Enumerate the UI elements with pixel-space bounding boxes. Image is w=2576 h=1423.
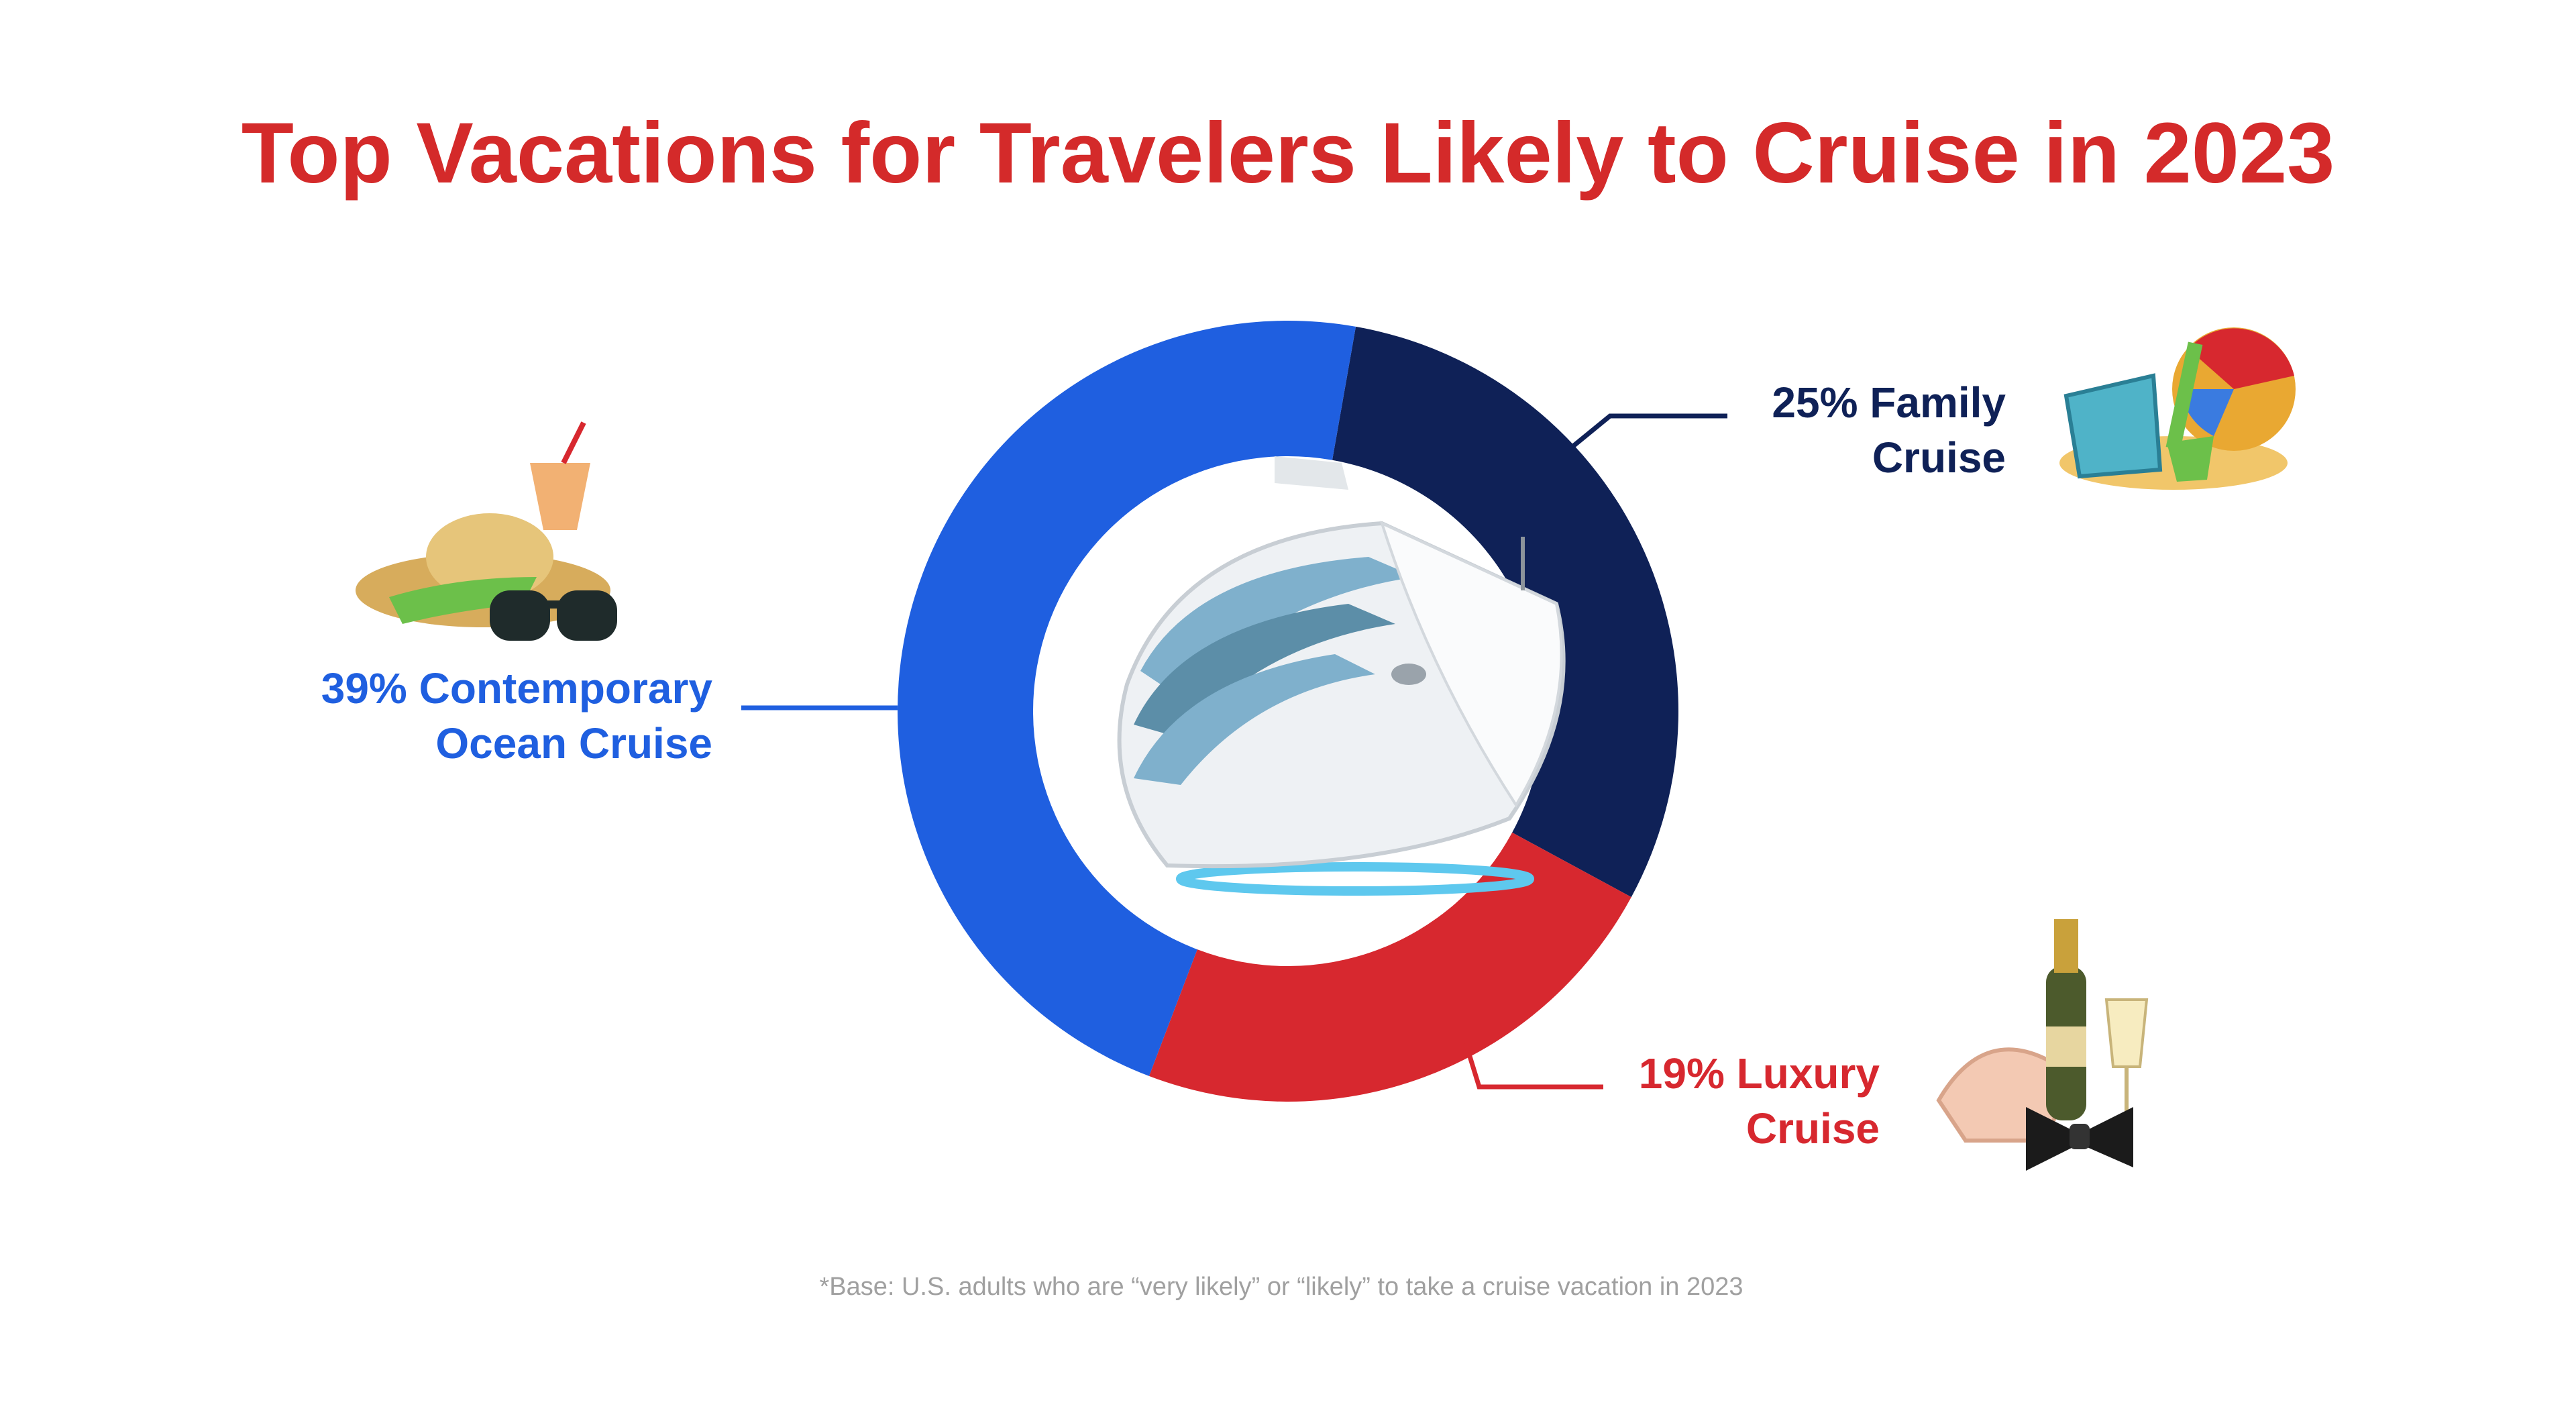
footnote: *Base: U.S. adults who are “very likely”… bbox=[819, 1273, 1743, 1301]
label-luxury-line1: 19% Luxury bbox=[1639, 1049, 1880, 1098]
leader-line-luxury bbox=[1463, 1042, 1603, 1090]
beach-toys-icon bbox=[2059, 327, 2296, 490]
slice-labels: 25% Family Cruise 19% Luxury Cruise 39% Cont… bbox=[321, 378, 2006, 1153]
cruise-ship-icon bbox=[1117, 456, 1566, 896]
label-family-line2: Cruise bbox=[1872, 433, 2006, 482]
label-family-line1: 25% Family bbox=[1772, 378, 2006, 427]
label-family: 25% Family Cruise bbox=[1772, 378, 2006, 482]
label-contemporary: 39% Contemporary Ocean Cruise bbox=[321, 664, 713, 768]
leader-lines bbox=[741, 413, 1727, 1090]
label-contemporary-line1: 39% Contemporary bbox=[321, 664, 713, 713]
donut-slices bbox=[897, 320, 1678, 1102]
slice-luxury bbox=[1148, 832, 1631, 1102]
label-luxury-line2: Cruise bbox=[1746, 1104, 1880, 1153]
slice-family bbox=[1332, 326, 1678, 898]
champagne-bowtie-icon bbox=[1936, 919, 2149, 1171]
slice-contemporary bbox=[897, 320, 1356, 1076]
label-contemporary-line2: Ocean Cruise bbox=[435, 719, 712, 768]
leader-line-family bbox=[1571, 413, 1727, 448]
chart-title: Top Vacations for Travelers Likely to Cr… bbox=[241, 105, 2335, 201]
label-luxury: 19% Luxury Cruise bbox=[1639, 1049, 1880, 1153]
beach-hat-sunglasses-icon bbox=[356, 421, 617, 641]
